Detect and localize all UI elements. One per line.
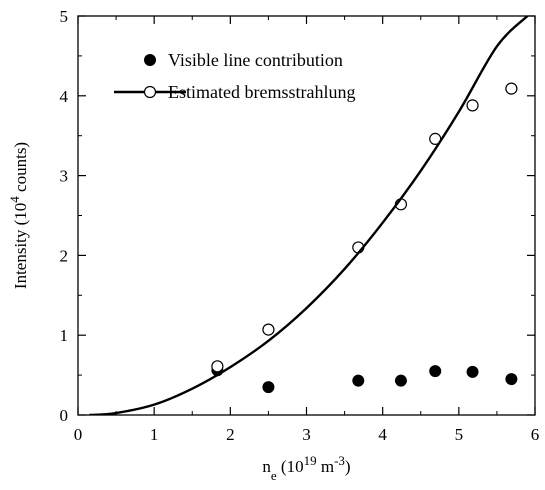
- legend: Visible line contribution Estimated brems…: [114, 50, 355, 102]
- x-tick-label: 6: [531, 425, 540, 444]
- y-axis-ticks: 0 1 2 3 4 5: [60, 7, 535, 425]
- x-tick-label: 2: [226, 425, 235, 444]
- y-tick-label: 2: [60, 246, 69, 265]
- y-tick-label: 5: [60, 7, 69, 26]
- x-tick-label: 0: [74, 425, 83, 444]
- bremsstrahlung-point: [262, 323, 275, 336]
- bremsstrahlung-point: [505, 82, 518, 95]
- x-tick-label: 3: [302, 425, 311, 444]
- visible-line-point: [394, 374, 407, 387]
- x-axis-ticks: 0 1 2 3 4 5 6: [74, 16, 540, 444]
- y-axis-label: Intensity (104 counts): [7, 142, 31, 289]
- visible-line-point: [429, 365, 442, 378]
- series-layer: [89, 16, 529, 415]
- visible-line-point: [505, 373, 518, 386]
- x-tick-label: 5: [455, 425, 464, 444]
- y-tick-label: 1: [60, 326, 69, 345]
- fit-curve: [89, 16, 529, 415]
- x-tick-label: 4: [378, 425, 387, 444]
- visible-line-point: [262, 381, 275, 394]
- legend-label-bremsstrahlung: Estimated bremsstrahlung: [168, 82, 355, 102]
- legend-open-marker: [143, 85, 157, 99]
- x-tick-label: 1: [150, 425, 159, 444]
- visible-line-point: [466, 365, 479, 378]
- legend-filled-marker: [144, 54, 156, 66]
- bremsstrahlung-point: [466, 99, 479, 112]
- bremsstrahlung-point: [211, 360, 224, 373]
- y-tick-label: 3: [60, 167, 69, 186]
- visible-line-point: [352, 374, 365, 387]
- y-tick-label: 4: [60, 87, 69, 106]
- plot-frame: [77, 15, 536, 416]
- legend-label-visible-line: Visible line contribution: [168, 50, 343, 70]
- y-tick-label: 0: [60, 406, 69, 425]
- x-axis-label: ne (1019 m-3): [262, 453, 350, 483]
